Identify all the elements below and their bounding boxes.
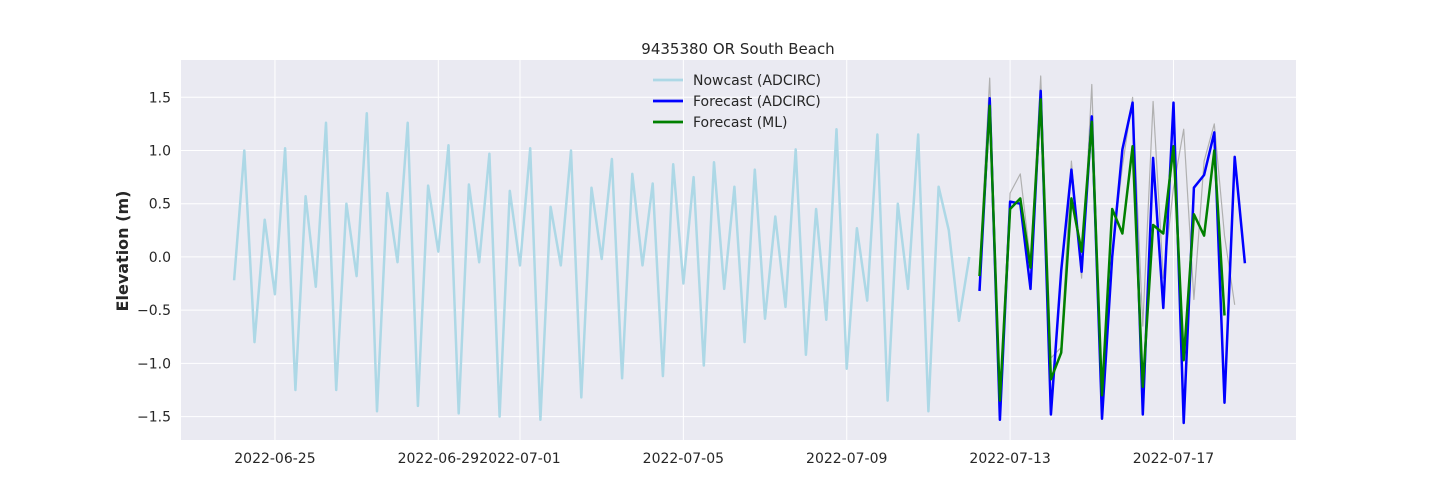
x-tick-label: 2022-07-17 [1133,451,1214,467]
y-tick-label: 1.0 [149,143,171,159]
nowcast-adcirc-series-line [232,111,971,422]
x-tick-label: 2022-06-29 [398,451,479,467]
forecast-ml-series-line [978,98,1226,402]
x-tick-label: 2022-07-01 [479,451,560,467]
y-tick-label: −1.5 [137,410,171,426]
legend-label: Nowcast (ADCIRC) [693,73,821,89]
x-tick-label: 2022-07-09 [806,451,887,467]
legend: Nowcast (ADCIRC) Forecast (ADCIRC) Forecas… [653,73,821,131]
x-tick-label: 2022-07-05 [643,451,724,467]
y-axis-label: Elevation (m) [113,191,132,312]
chart-title: 9435380 OR South Beach [641,40,834,58]
legend-label: Forecast (ADCIRC) [693,94,821,110]
y-tick-label: 0.0 [149,250,171,266]
x-tick-label: 2022-07-13 [969,451,1050,467]
y-tick-label: −0.5 [137,303,171,319]
y-tick-label: 0.5 [149,197,171,213]
y-tick-label: 1.5 [149,90,171,106]
y-axis-ticks: −1.5 −1.0 −0.5 0.0 0.5 1.0 1.5 [137,90,171,425]
x-axis-ticks: 2022-06-25 2022-06-29 2022-07-01 2022-07-05… [234,451,1214,467]
forecast-adcirc-series-line [978,89,1247,425]
y-tick-label: −1.0 [137,356,171,372]
legend-label: Forecast (ML) [693,115,788,131]
x-tick-label: 2022-06-25 [234,451,315,467]
series-layer [232,75,1247,425]
